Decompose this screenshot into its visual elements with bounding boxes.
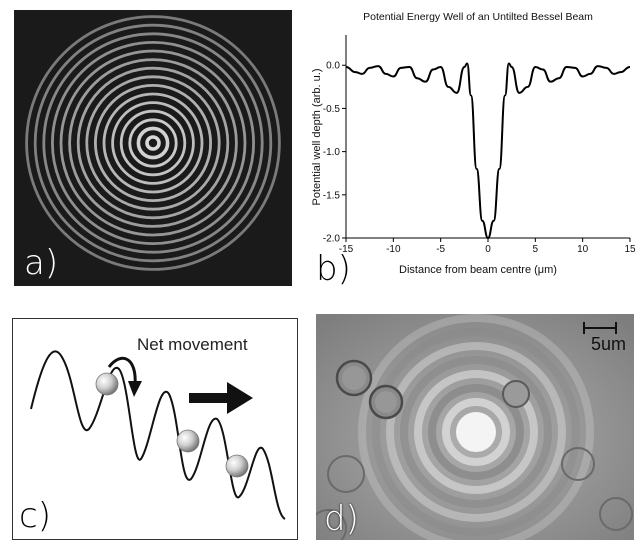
potential-chart: Potential Energy Well of an Untilted Bes… — [311, 11, 636, 276]
y-tick-label: 0.0 — [326, 61, 340, 72]
scale-bar-icon — [583, 322, 617, 334]
bessel-ring — [136, 126, 170, 160]
bessel-ring — [25, 15, 281, 271]
bessel-ring — [94, 84, 212, 202]
bessel-ring — [33, 23, 273, 263]
potential-curve — [345, 62, 631, 240]
x-tick-label: 10 — [577, 244, 589, 255]
bead-icon — [225, 454, 249, 478]
bessel-rings — [25, 15, 281, 271]
bessel-ring — [111, 101, 195, 185]
net-movement-label: Net movement — [137, 335, 248, 354]
x-tick-label: -10 — [386, 244, 401, 255]
bessel-ring — [59, 49, 247, 237]
panel-d-micrograph: 5um d) — [316, 314, 634, 540]
bessel-ring — [145, 135, 161, 151]
chart-title: Potential Energy Well of an Untilted Bes… — [363, 11, 593, 23]
x-tick-label: 15 — [624, 244, 636, 255]
bead-icon — [95, 372, 119, 396]
bessel-ring — [76, 66, 230, 220]
panel-b-label: b) — [316, 249, 351, 289]
x-tick-label: -5 — [436, 244, 445, 255]
micrograph-image — [316, 314, 634, 540]
scale-bar-label: 5um — [590, 334, 626, 354]
y-tick-label: -1.5 — [323, 190, 341, 201]
panel-a-bessel-pattern: a) — [14, 10, 292, 286]
y-tick-label: -1.0 — [323, 147, 341, 158]
right-arrow-icon — [189, 382, 253, 414]
bessel-ring — [128, 118, 178, 168]
curved-arrow-icon — [107, 356, 142, 397]
panel-c-schematic: Net movement c) — [12, 318, 298, 540]
x-tick-label: 0 — [485, 244, 491, 255]
bessel-ring — [42, 32, 264, 254]
y-tick-label: -2.0 — [323, 234, 341, 245]
panel-c-label: c) — [19, 496, 51, 536]
bessel-center — [150, 140, 156, 146]
bessel-ring — [119, 109, 187, 177]
panel-b-potential-chart: Potential Energy Well of an Untilted Bes… — [300, 0, 638, 290]
tilted-potential-diagram — [30, 350, 286, 520]
bessel-ring — [51, 41, 255, 245]
y-tick-label: -0.5 — [323, 104, 341, 115]
x-tick-label: 5 — [533, 244, 539, 255]
bessel-ring — [85, 75, 221, 211]
panel-a-label: a) — [24, 243, 59, 283]
bessel-ring — [68, 58, 238, 228]
bead-icon — [176, 429, 200, 453]
bessel-ring — [102, 92, 204, 194]
tilted-wave-curve — [30, 350, 286, 520]
x-tick-label: -15 — [339, 244, 354, 255]
y-axis-label: Potential well depth (arb. u.) — [311, 69, 323, 206]
x-axis-label: Distance from beam centre (μm) — [399, 264, 557, 276]
panel-d-label: d) — [324, 499, 359, 539]
